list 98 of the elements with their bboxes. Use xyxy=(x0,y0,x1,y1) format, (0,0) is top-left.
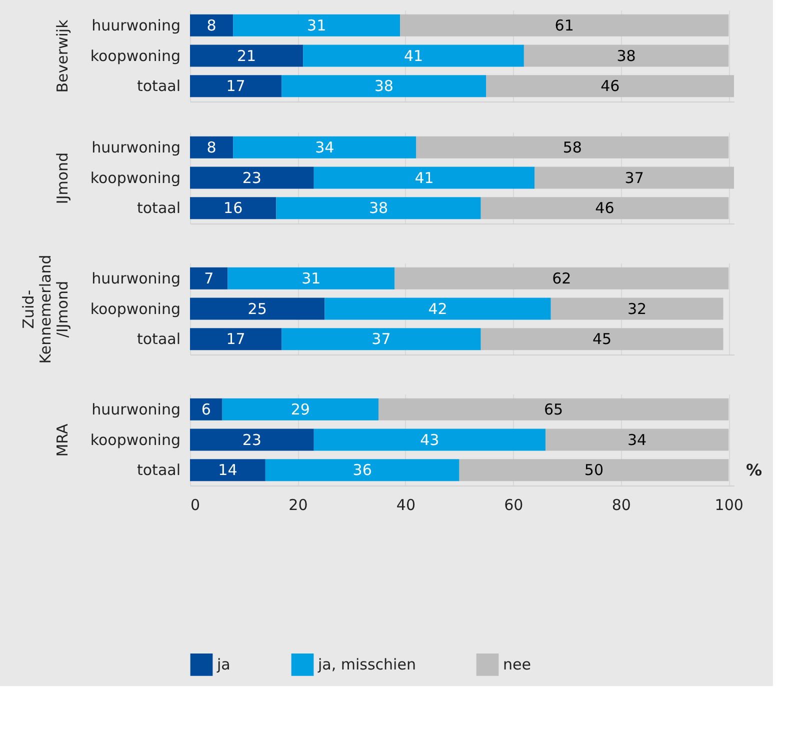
y-axis-title: MRA xyxy=(53,423,72,457)
bar xyxy=(480,328,724,350)
data-label: 31 xyxy=(302,269,321,288)
x-tick-label: 0 xyxy=(190,496,200,514)
data-label: 6 xyxy=(201,400,211,418)
bar xyxy=(480,197,729,220)
bar xyxy=(190,328,282,350)
data-label: 45 xyxy=(592,330,612,348)
data-label: 34 xyxy=(628,430,647,449)
bar xyxy=(282,328,481,350)
x-tick-label: 20 xyxy=(288,496,308,514)
y-tick-label: totaal xyxy=(137,461,180,480)
y-tick-label: huurwoning xyxy=(92,400,180,418)
data-label: 37 xyxy=(624,168,644,187)
x-tick-label: 60 xyxy=(504,496,524,514)
y-tick-label: huurwoning xyxy=(92,16,180,34)
data-label: 41 xyxy=(414,168,434,187)
bar xyxy=(190,75,282,98)
data-label: 46 xyxy=(595,199,614,218)
bar xyxy=(190,428,314,451)
bar xyxy=(416,136,729,158)
bar xyxy=(190,166,314,189)
bar xyxy=(190,44,304,67)
bar xyxy=(222,398,379,420)
bar xyxy=(400,14,729,36)
bar xyxy=(233,136,416,158)
y-axis-title: IJmond xyxy=(53,152,72,204)
bar xyxy=(550,298,724,320)
bar xyxy=(228,267,395,290)
data-label: 41 xyxy=(404,46,424,65)
data-label: 37 xyxy=(372,330,391,348)
data-label: 61 xyxy=(554,16,574,34)
bar xyxy=(486,75,734,98)
data-label: 14 xyxy=(218,461,238,480)
bar xyxy=(190,398,222,420)
bar xyxy=(190,14,234,36)
bar xyxy=(314,428,546,451)
x-tick-label: 100 xyxy=(714,496,744,514)
data-label: 34 xyxy=(315,138,334,156)
bar xyxy=(190,197,276,220)
x-tick-label: 40 xyxy=(396,496,416,514)
bar xyxy=(190,136,234,158)
legend-label: nee xyxy=(503,656,531,674)
data-label: 62 xyxy=(552,269,572,288)
y-axis-title: Zuid-Kennemerland/IJmond xyxy=(19,254,72,364)
data-label: 8 xyxy=(206,138,216,156)
bar xyxy=(394,267,729,290)
data-label: 38 xyxy=(374,77,394,96)
data-label: 58 xyxy=(562,138,582,156)
data-label: 38 xyxy=(616,46,636,65)
bar xyxy=(378,398,729,420)
data-label: 32 xyxy=(628,300,647,318)
y-tick-label: totaal xyxy=(137,77,180,96)
x-tick-label: 80 xyxy=(612,496,631,514)
data-label: 23 xyxy=(242,430,262,449)
text: % xyxy=(746,460,762,480)
data-label: 65 xyxy=(544,400,564,418)
y-tick-label: koopwoning xyxy=(90,430,180,449)
data-label: 46 xyxy=(600,77,620,96)
data-label: 17 xyxy=(226,330,246,348)
bar xyxy=(534,166,734,189)
data-label: 21 xyxy=(237,46,256,65)
legend-label: ja, misschien xyxy=(317,656,416,674)
bar xyxy=(276,197,481,220)
data-label: 16 xyxy=(224,199,243,218)
bar xyxy=(190,459,266,482)
y-tick-label: koopwoning xyxy=(90,168,180,187)
bar xyxy=(265,459,460,482)
bar xyxy=(190,298,325,320)
data-label: 23 xyxy=(242,168,262,187)
bar xyxy=(282,75,486,98)
y-tick-label: huurwoning xyxy=(92,138,180,156)
data-label: 8 xyxy=(206,16,216,34)
data-label: 25 xyxy=(248,300,267,318)
bar xyxy=(314,166,535,189)
y-axis-title: Beverwijk xyxy=(53,19,72,93)
data-label: 36 xyxy=(352,461,372,480)
data-label: 43 xyxy=(420,430,440,449)
y-tick-label: totaal xyxy=(137,330,180,348)
y-tick-label: totaal xyxy=(137,199,180,218)
data-label: 17 xyxy=(226,77,246,96)
bar xyxy=(459,459,729,482)
data-label: 38 xyxy=(368,199,388,218)
bar xyxy=(324,298,551,320)
bar xyxy=(233,14,400,36)
bar xyxy=(545,428,729,451)
data-label: 42 xyxy=(428,300,448,318)
bar xyxy=(190,267,228,290)
data-label: 31 xyxy=(307,16,326,34)
data-label: 50 xyxy=(584,461,604,480)
data-label: 29 xyxy=(290,400,310,418)
bar xyxy=(303,44,524,67)
y-tick-label: koopwoning xyxy=(90,300,180,318)
y-tick-label: koopwoning xyxy=(90,46,180,65)
y-tick-label: huurwoning xyxy=(92,269,180,288)
bar xyxy=(524,44,729,67)
data-label: 7 xyxy=(204,269,214,288)
legend-label: ja xyxy=(216,656,230,674)
